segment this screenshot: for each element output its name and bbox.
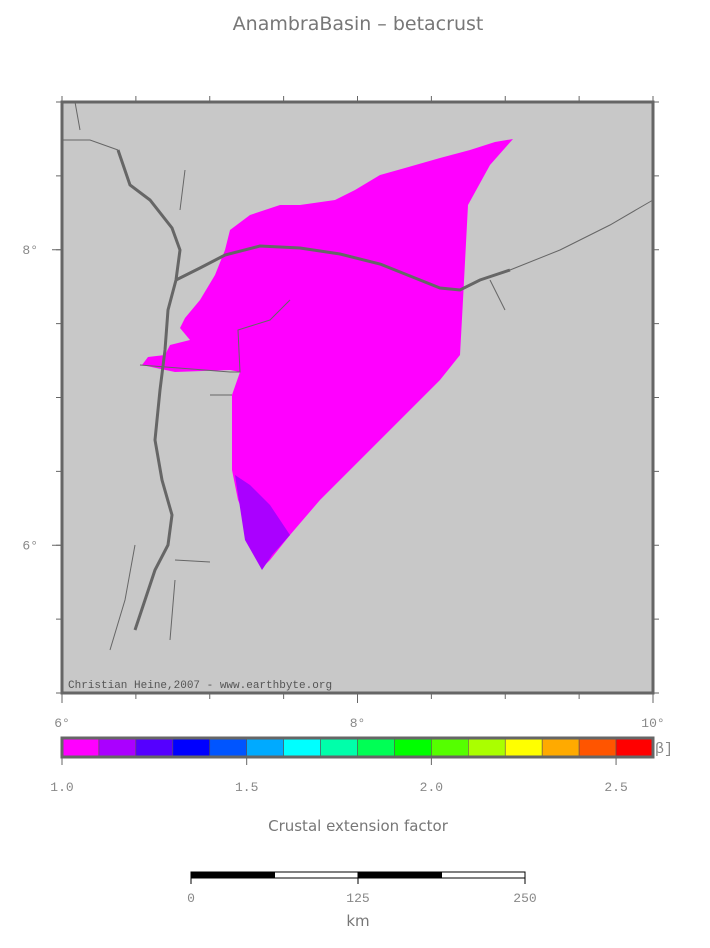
colorbar-cell [468,737,506,758]
colorbar-cell [283,737,321,758]
scalebar-segment [357,871,442,879]
x-tick-label: 6° [54,716,70,731]
y-tick-label: 8° [22,243,38,258]
scalebar-unit: km [346,912,369,930]
colorbar-cell [615,737,654,758]
extension-region [142,139,513,568]
colorbar-cell [320,737,358,758]
colorbar-cell [504,737,543,758]
scalebar-segment [441,871,526,879]
colorbar-cell [209,737,247,758]
colorbar-tick-label: 2.5 [604,780,627,795]
colorbar-frame [60,736,655,759]
colorbar-cell [431,737,469,758]
scalebar-segment [274,871,359,879]
colorbar-cell [357,737,395,758]
colorbar-cell [172,737,211,758]
colorbar-cell [578,737,617,758]
colorbar-cell [135,737,174,758]
scalebar-tick-label: 125 [346,891,369,906]
colorbar-label: Crustal extension factor [268,817,449,835]
y-tick-label: 6° [22,538,38,553]
colorbar-cell [98,737,137,758]
x-tick-label: 8° [350,716,366,731]
scalebar-tick-label: 250 [513,891,536,906]
title: AnambraBasin – betacrust [233,13,484,35]
scalebar-tick-label: 0 [187,891,195,906]
x-tick-label: 10° [641,716,664,731]
scalebar-segment [190,871,275,879]
colorbar-tick-label: 1.5 [235,780,258,795]
colorbar-tick-label: 1.0 [50,780,73,795]
colorbar-cell [61,737,100,758]
rivers [62,101,654,651]
colorbar-cell [541,737,580,758]
colorbar-cell [394,737,432,758]
colorbar-tick-label: 2.0 [420,780,443,795]
extension-region-high [235,475,290,570]
credit: Christian Heine,2007 - www.earthbyte.org [68,680,332,692]
colorbar-cell [246,737,284,758]
